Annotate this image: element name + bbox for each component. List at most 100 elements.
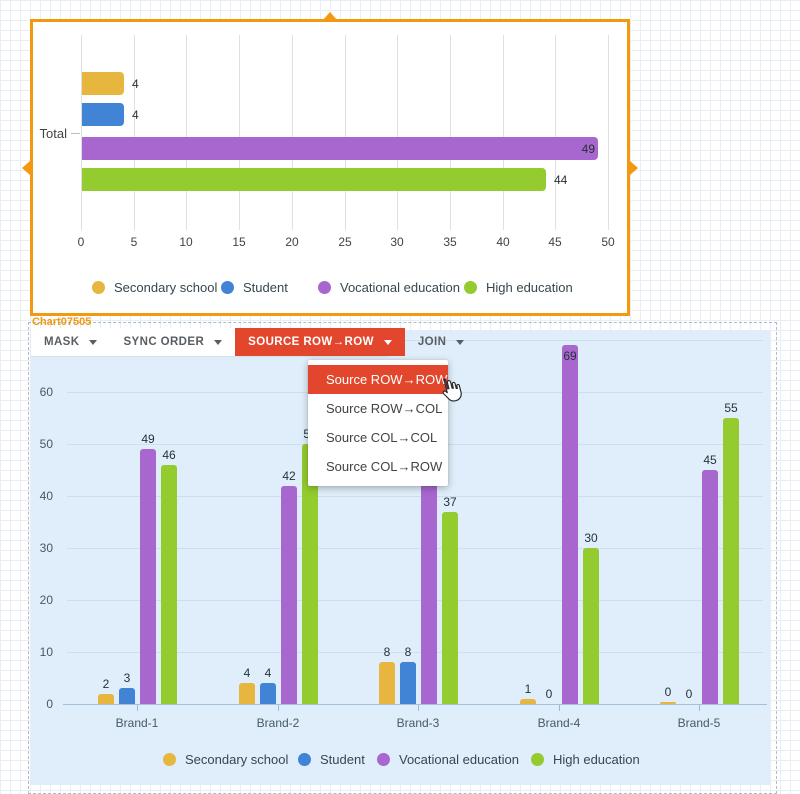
bar-student[interactable] xyxy=(82,103,124,126)
bar-secondary-school[interactable] xyxy=(660,702,676,704)
total-chart-widget[interactable]: 0 5 10 15 20 25 30 35 40 45 50 Total 4 4 49 44 Secondary… xyxy=(22,12,638,316)
legend-label: Student xyxy=(320,752,365,767)
legend-item[interactable]: High education xyxy=(464,280,573,295)
resize-handle-left[interactable] xyxy=(22,160,30,175)
x-axis-category-label: Brand-1 xyxy=(115,716,159,730)
gridline-y xyxy=(67,600,763,601)
bar-high-education[interactable] xyxy=(161,465,177,704)
legend-dot-icon xyxy=(221,281,234,294)
bar-vocational-education[interactable] xyxy=(562,345,578,704)
legend-label: Secondary school xyxy=(185,752,289,767)
total-chart-plot: 0 5 10 15 20 25 30 35 40 45 50 Total 4 4 49 44 Secondary… xyxy=(33,22,627,313)
x-axis-tick-label: 15 xyxy=(232,235,246,249)
gridline-x xyxy=(186,35,187,230)
bar-student[interactable] xyxy=(260,683,276,704)
legend-item[interactable]: High education xyxy=(531,752,640,767)
bar-vocational-education[interactable] xyxy=(82,137,598,160)
x-axis-tick-label: 0 xyxy=(77,235,85,249)
toolbar-button-join[interactable]: JOIN xyxy=(405,328,477,356)
menu-item-source-row-row[interactable]: Source ROW→ROW xyxy=(308,365,448,394)
legend-label: Secondary school xyxy=(114,280,218,295)
x-axis-category-label: Brand-4 xyxy=(537,716,581,730)
gridline-y xyxy=(67,548,763,549)
legend-item[interactable]: Vocational education xyxy=(377,752,519,767)
gridline-y xyxy=(67,652,763,653)
menu-item-source-col-col[interactable]: Source COL→COL xyxy=(326,430,438,445)
legend-item[interactable]: Secondary school xyxy=(92,280,217,295)
gridline-x xyxy=(503,35,504,230)
x-axis-tick-label: 20 xyxy=(285,235,299,249)
resize-handle-top[interactable] xyxy=(323,12,337,20)
bar-value-label: 8 xyxy=(383,645,391,659)
bar-value-label: 49 xyxy=(581,142,595,156)
bar-secondary-school[interactable] xyxy=(82,72,124,95)
bar-value-label: 4 xyxy=(243,666,251,680)
legend-label: Vocational education xyxy=(340,280,460,295)
legend-dot-icon xyxy=(531,753,544,766)
legend-item[interactable]: Student xyxy=(221,280,288,295)
brands-chart-widget[interactable]: Chart07505 010203040506070Brand-1234946B… xyxy=(28,316,777,794)
bar-high-education[interactable] xyxy=(442,512,458,704)
gridline-x xyxy=(450,35,451,230)
legend-item[interactable]: Secondary school xyxy=(163,752,288,767)
bar-vocational-education[interactable] xyxy=(421,418,437,704)
x-axis-tick-label: 45 xyxy=(548,235,562,249)
category-tick xyxy=(559,705,560,711)
y-axis-tick-label: 50 xyxy=(39,437,53,451)
bar-secondary-school[interactable] xyxy=(379,662,395,704)
bar-secondary-school[interactable] xyxy=(239,683,255,704)
y-axis-tick-label: 60 xyxy=(39,385,53,399)
legend-dot-icon xyxy=(92,281,105,294)
gridline-x xyxy=(397,35,398,230)
source-dropdown-menu: Source ROW→ROW Source ROW→COL Source COL→C… xyxy=(308,360,448,486)
bar-value-label: 44 xyxy=(554,173,568,187)
bar-high-education[interactable] xyxy=(583,548,599,704)
bar-value-label: 3 xyxy=(123,671,131,685)
legend-label: High education xyxy=(553,752,640,767)
bar-secondary-school[interactable] xyxy=(520,699,536,704)
bar-high-education[interactable] xyxy=(723,418,739,704)
bar-value-label: 8 xyxy=(404,645,412,659)
bar-value-label: 4 xyxy=(132,77,139,91)
x-axis-category-label: Brand-3 xyxy=(396,716,440,730)
bar-vocational-education[interactable] xyxy=(281,486,297,704)
category-tick xyxy=(699,705,700,711)
bar-value-label: 45 xyxy=(703,453,717,467)
bar-student[interactable] xyxy=(400,662,416,704)
bar-student[interactable] xyxy=(119,688,135,704)
hand-pointer-cursor-icon xyxy=(433,374,466,412)
gridline-x xyxy=(555,35,556,230)
bar-vocational-education[interactable] xyxy=(702,470,718,704)
legend-dot-icon xyxy=(163,753,176,766)
bar-high-education[interactable] xyxy=(302,444,318,704)
legend-item[interactable]: Student xyxy=(298,752,365,767)
legend-dot-icon xyxy=(377,753,390,766)
menu-item-source-col-row[interactable]: Source COL→ROW xyxy=(326,459,443,474)
bar-value-label: 0 xyxy=(685,687,693,701)
legend-dot-icon xyxy=(318,281,331,294)
category-tick xyxy=(278,705,279,711)
menu-item-source-row-col[interactable]: Source ROW→COL xyxy=(326,401,443,416)
legend-label: Student xyxy=(243,280,288,295)
resize-handle-right[interactable] xyxy=(630,160,638,175)
y-axis-tick-label: 10 xyxy=(39,645,53,659)
toolbar-button-sync-order[interactable]: SYNC ORDER xyxy=(110,328,235,356)
bar-secondary-school[interactable] xyxy=(98,694,114,704)
x-axis-tick-label: 35 xyxy=(443,235,457,249)
bar-vocational-education[interactable] xyxy=(140,449,156,704)
y-axis-tick-label: 0 xyxy=(46,697,53,711)
bar-high-education[interactable] xyxy=(82,168,546,191)
y-axis-tick-label: 30 xyxy=(39,541,53,555)
gridline-y xyxy=(67,340,763,341)
bar-value-label: 37 xyxy=(443,495,457,509)
legend-item[interactable]: Vocational education xyxy=(318,280,460,295)
toolbar-button-mask[interactable]: MASK xyxy=(31,328,110,356)
legend-dot-icon xyxy=(298,753,311,766)
bar-value-label: 0 xyxy=(664,685,672,699)
toolbar-button-source-row-row[interactable]: SOURCE ROW→ROW xyxy=(235,328,405,356)
gridline-x xyxy=(292,35,293,230)
gridline-x xyxy=(608,35,609,230)
caret-down-icon xyxy=(89,339,98,345)
y-axis-tick-label: 40 xyxy=(39,489,53,503)
x-axis-tick-label: 5 xyxy=(130,235,138,249)
